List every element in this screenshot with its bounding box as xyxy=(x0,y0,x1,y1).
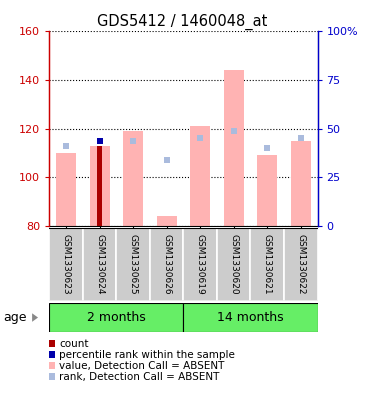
Bar xyxy=(257,156,277,226)
Text: GDS5412 / 1460048_at: GDS5412 / 1460048_at xyxy=(97,14,268,30)
Bar xyxy=(123,131,143,226)
Bar xyxy=(190,126,210,226)
Text: age: age xyxy=(4,311,27,324)
Text: GSM1330623: GSM1330623 xyxy=(62,234,70,295)
Text: GSM1330624: GSM1330624 xyxy=(95,234,104,294)
Text: GSM1330625: GSM1330625 xyxy=(128,234,138,295)
Bar xyxy=(49,303,183,332)
Bar xyxy=(291,141,311,226)
Bar xyxy=(157,216,177,226)
Text: percentile rank within the sample: percentile rank within the sample xyxy=(59,349,235,360)
Text: value, Detection Call = ABSENT: value, Detection Call = ABSENT xyxy=(59,360,225,371)
Bar xyxy=(89,146,110,226)
Bar xyxy=(83,228,116,301)
Bar xyxy=(284,228,318,301)
Polygon shape xyxy=(32,313,38,322)
Text: 2 months: 2 months xyxy=(87,311,146,324)
Text: count: count xyxy=(59,338,89,349)
Text: GSM1330619: GSM1330619 xyxy=(196,234,205,295)
Text: GSM1330621: GSM1330621 xyxy=(263,234,272,295)
Bar xyxy=(183,228,217,301)
Bar xyxy=(250,228,284,301)
Text: GSM1330620: GSM1330620 xyxy=(229,234,238,295)
Bar xyxy=(183,303,318,332)
Bar xyxy=(217,228,250,301)
Text: 14 months: 14 months xyxy=(217,311,284,324)
Text: GSM1330622: GSM1330622 xyxy=(296,234,305,294)
Bar xyxy=(56,153,76,226)
Bar xyxy=(97,146,103,226)
Bar xyxy=(224,70,244,226)
Bar xyxy=(49,228,83,301)
Bar xyxy=(116,228,150,301)
Text: GSM1330626: GSM1330626 xyxy=(162,234,171,295)
Text: rank, Detection Call = ABSENT: rank, Detection Call = ABSENT xyxy=(59,371,220,382)
Bar xyxy=(150,228,184,301)
